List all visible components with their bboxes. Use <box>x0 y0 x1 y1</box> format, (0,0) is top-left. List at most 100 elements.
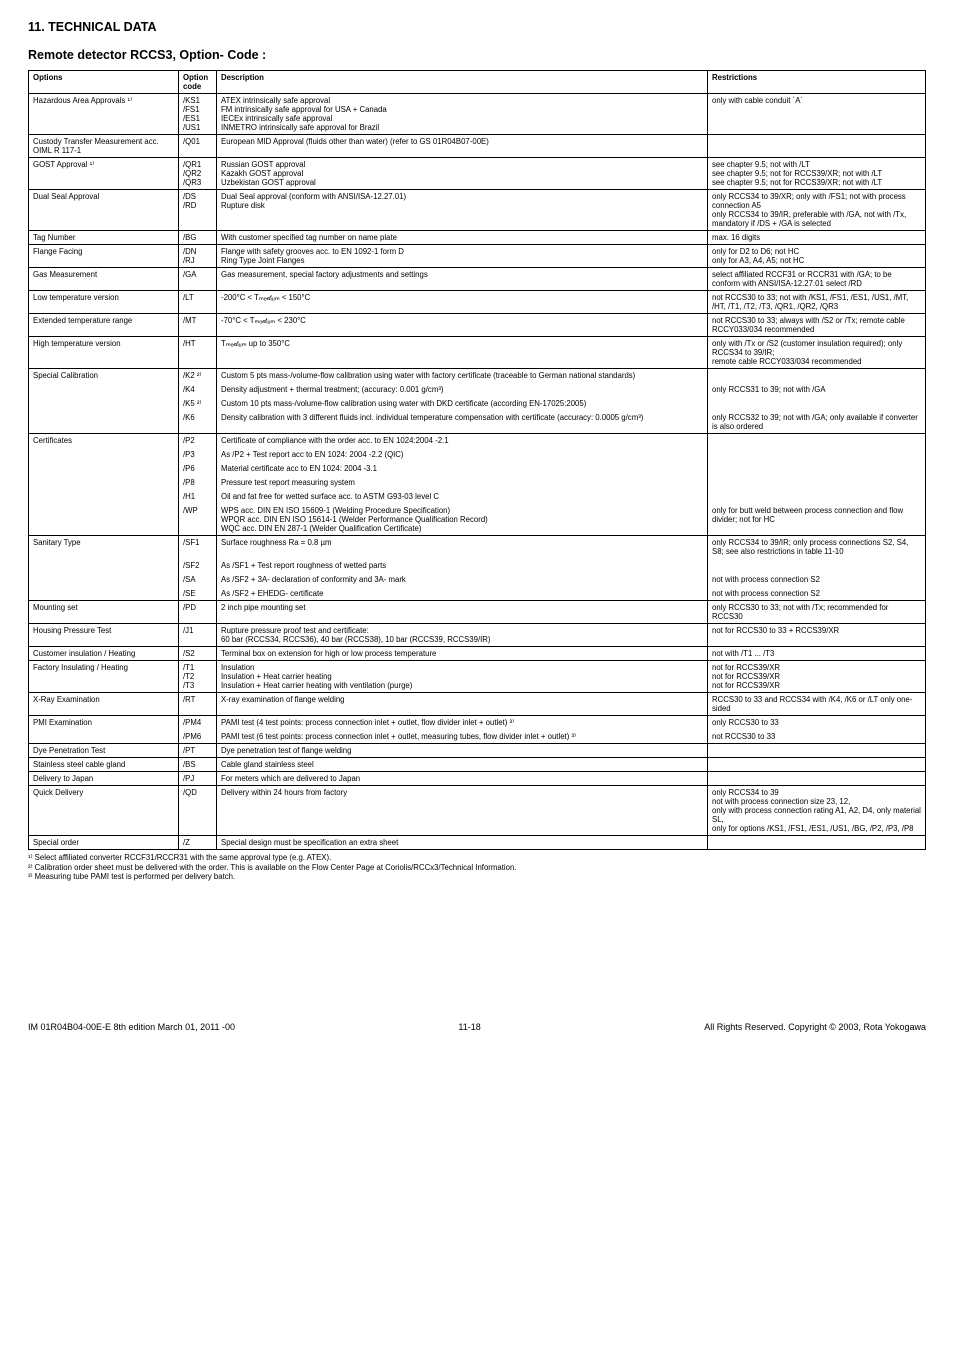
options-table: Options Option code Description Restrict… <box>28 70 926 850</box>
table-cell: /J1 <box>179 624 217 647</box>
table-cell <box>708 476 926 490</box>
table-cell: Cable gland stainless steel <box>217 758 708 772</box>
table-row: Certificates/P2Certificate of compliance… <box>29 434 926 448</box>
table-cell: /S2 <box>179 647 217 661</box>
table-cell: PAMI test (6 test points: process connec… <box>217 730 708 744</box>
table-cell: /QD <box>179 786 217 836</box>
table-cell: Custody Transfer Measurement acc. OIML R… <box>29 135 179 158</box>
table-cell <box>708 462 926 476</box>
table-cell: Density calibration with 3 different flu… <box>217 411 708 434</box>
table-cell: -200°C < Tₘₑ𝒹ᵢᵤₘ < 150°C <box>217 291 708 314</box>
table-cell: /SF1 <box>179 536 217 559</box>
table-cell: not RCCS30 to 33; always with /S2 or /Tx… <box>708 314 926 337</box>
table-cell: max. 16 digits <box>708 231 926 245</box>
table-cell: Special Calibration <box>29 369 179 434</box>
table-cell: /K2 ²⁾ <box>179 369 217 383</box>
table-cell: only with cable conduit ´A´ <box>708 94 926 135</box>
table-cell: For meters which are delivered to Japan <box>217 772 708 786</box>
table-row: Dual Seal Approval/DS /RDDual Seal appro… <box>29 190 926 231</box>
table-cell: only RCCS30 to 33 <box>708 716 926 730</box>
table-cell: /SE <box>179 587 217 601</box>
table-cell: Custom 5 pts mass-/volume-flow calibrati… <box>217 369 708 383</box>
table-cell: Certificate of compliance with the order… <box>217 434 708 448</box>
table-cell: X-Ray Examination <box>29 693 179 716</box>
table-cell: /PD <box>179 601 217 624</box>
table-cell: Terminal box on extension for high or lo… <box>217 647 708 661</box>
table-cell <box>708 369 926 383</box>
table-cell: As /SF1 + Test report roughness of wette… <box>217 559 708 573</box>
table-cell: /PM6 <box>179 730 217 744</box>
table-cell: European MID Approval (fluids other than… <box>217 135 708 158</box>
col-desc: Description <box>217 71 708 94</box>
table-cell: Rupture pressure proof test and certific… <box>217 624 708 647</box>
col-rest: Restrictions <box>708 71 926 94</box>
table-cell: Flange with safety grooves acc. to EN 10… <box>217 245 708 268</box>
table-cell: As /SF2 + 3A- declaration of conformity … <box>217 573 708 587</box>
table-row: Factory Insulating / Heating/T1 /T2 /T3I… <box>29 661 926 693</box>
table-cell: 2 inch pipe mounting set <box>217 601 708 624</box>
table-cell <box>708 744 926 758</box>
page-footer: IM 01R04B04-00E-E 8th edition March 01, … <box>28 1022 926 1032</box>
table-cell: /HT <box>179 337 217 369</box>
table-cell: /GA <box>179 268 217 291</box>
table-cell: /BG <box>179 231 217 245</box>
table-cell: Density adjustment + thermal treatment; … <box>217 383 708 397</box>
table-cell: only RCCS31 to 39; not with /GA <box>708 383 926 397</box>
table-row: Tag Number/BGWith customer specified tag… <box>29 231 926 245</box>
table-cell: not RCCS30 to 33; not with /KS1, /FS1, /… <box>708 291 926 314</box>
table-cell <box>708 397 926 411</box>
table-cell: not with process connection S2 <box>708 587 926 601</box>
table-cell: /P2 <box>179 434 217 448</box>
table-cell: Surface roughness Ra = 0.8 µm <box>217 536 708 559</box>
table-cell: /LT <box>179 291 217 314</box>
table-cell: /K6 <box>179 411 217 434</box>
table-cell <box>708 135 926 158</box>
table-cell: Dual Seal Approval <box>29 190 179 231</box>
table-cell: only RCCS30 to 33; not with /Tx; recomme… <box>708 601 926 624</box>
table-cell: not with /T1 ... /T3 <box>708 647 926 661</box>
table-row: Stainless steel cable gland/BSCable glan… <box>29 758 926 772</box>
table-row: Low temperature version/LT-200°C < Tₘₑ𝒹ᵢ… <box>29 291 926 314</box>
table-cell <box>708 434 926 448</box>
table-cell: only RCCS34 to 39/IR; only process conne… <box>708 536 926 559</box>
table-cell: Oil and fat free for wetted surface acc.… <box>217 490 708 504</box>
table-cell <box>708 559 926 573</box>
footer-center: 11-18 <box>458 1022 480 1032</box>
table-cell: ATEX intrinsically safe approval FM intr… <box>217 94 708 135</box>
table-cell: Stainless steel cable gland <box>29 758 179 772</box>
table-cell: Custom 10 pts mass-/volume-flow calibrat… <box>217 397 708 411</box>
table-cell: WPS acc. DIN EN ISO 15609-1 (Welding Pro… <box>217 504 708 536</box>
table-cell: Insulation Insulation + Heat carrier hea… <box>217 661 708 693</box>
table-row: Special order/ZSpecial design must be sp… <box>29 836 926 850</box>
table-row: Custody Transfer Measurement acc. OIML R… <box>29 135 926 158</box>
table-cell: As /SF2 + EHEDG- certificate <box>217 587 708 601</box>
table-row: Dye Penetration Test/PTDye penetration t… <box>29 744 926 758</box>
table-cell: Quick Delivery <box>29 786 179 836</box>
table-row: Customer insulation / Heating/S2Terminal… <box>29 647 926 661</box>
table-cell: Special design must be specification an … <box>217 836 708 850</box>
table-cell: /DS /RD <box>179 190 217 231</box>
table-cell: /BS <box>179 758 217 772</box>
table-cell: Housing Pressure Test <box>29 624 179 647</box>
table-cell <box>708 448 926 462</box>
table-cell: Dual Seal approval (conform with ANSI/IS… <box>217 190 708 231</box>
table-cell: only for D2 to D6; not HC only for A3, A… <box>708 245 926 268</box>
table-cell: /P3 <box>179 448 217 462</box>
table-row: Delivery to Japan/PJFor meters which are… <box>29 772 926 786</box>
table-cell: GOST Approval ¹⁾ <box>29 158 179 190</box>
table-cell: /P8 <box>179 476 217 490</box>
table-cell: see chapter 9.5; not with /LT see chapte… <box>708 158 926 190</box>
table-row: PMI Examination/PM4PAMI test (4 test poi… <box>29 716 926 730</box>
table-cell: Gas measurement, special factory adjustm… <box>217 268 708 291</box>
table-cell <box>708 490 926 504</box>
table-cell: only RCCS34 to 39/XR; only with /FS1; no… <box>708 190 926 231</box>
table-row: Extended temperature range/MT-70°C < Tₘₑ… <box>29 314 926 337</box>
table-cell: not for RCCS30 to 33 + RCCS39/XR <box>708 624 926 647</box>
table-cell: X-ray examination of flange welding <box>217 693 708 716</box>
table-row: Hazardous Area Approvals ¹⁾/KS1 /FS1 /ES… <box>29 94 926 135</box>
table-cell: /Z <box>179 836 217 850</box>
table-cell: /H1 <box>179 490 217 504</box>
table-cell: Low temperature version <box>29 291 179 314</box>
table-cell: /QR1 /QR2 /QR3 <box>179 158 217 190</box>
table-cell: Special order <box>29 836 179 850</box>
